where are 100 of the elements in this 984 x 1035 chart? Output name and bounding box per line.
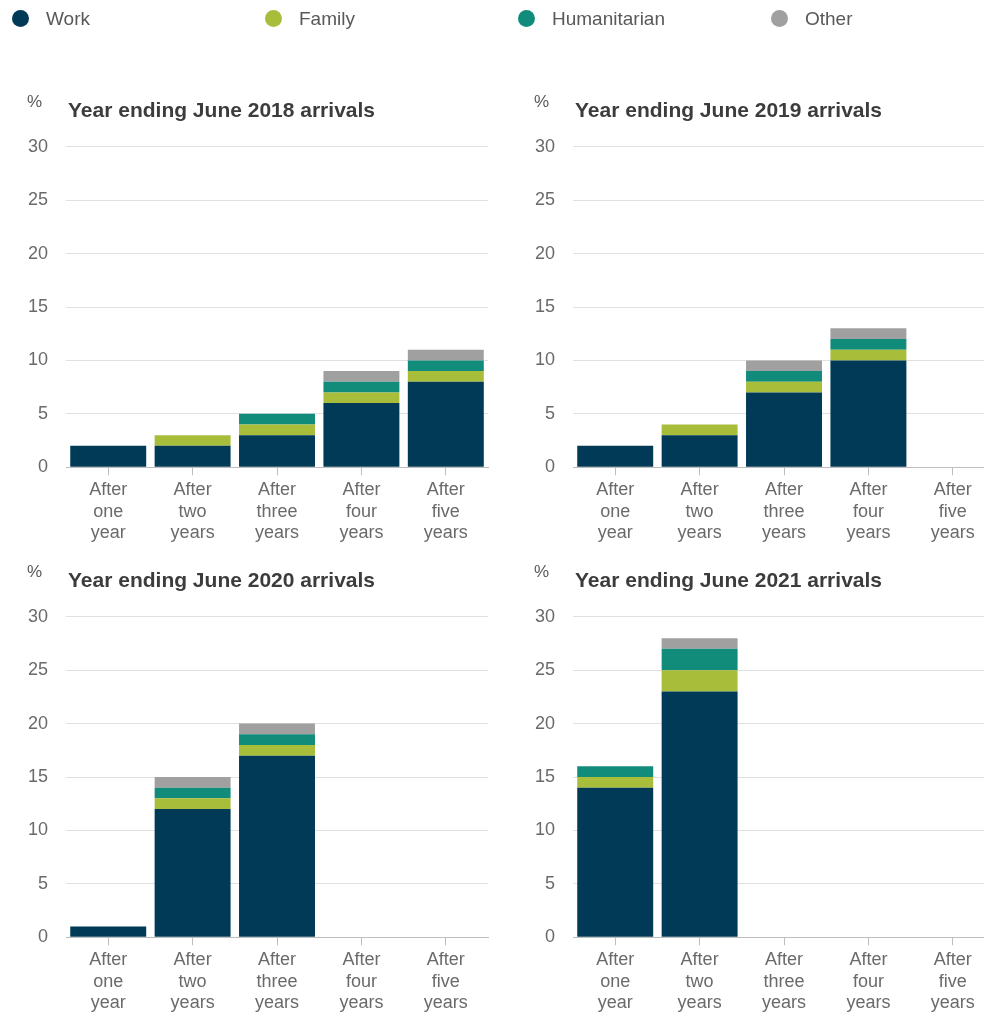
bar bbox=[407, 381, 484, 467]
x-tick-label: After five years bbox=[930, 478, 975, 543]
legend-label: Humanitarian bbox=[552, 8, 665, 29]
bar bbox=[154, 445, 231, 467]
bar bbox=[70, 926, 147, 937]
bar bbox=[407, 360, 484, 372]
y-tick-label: 20 bbox=[534, 712, 556, 733]
y-tick-label: 5 bbox=[38, 402, 49, 423]
y-tick-label: 30 bbox=[534, 605, 556, 626]
bar bbox=[661, 435, 738, 467]
y-tick-label: 0 bbox=[38, 456, 49, 477]
bar bbox=[661, 638, 738, 649]
bar bbox=[407, 371, 484, 382]
legend-label: Family bbox=[299, 8, 355, 29]
bar bbox=[830, 349, 907, 361]
bar bbox=[154, 787, 231, 799]
bar bbox=[407, 349, 484, 361]
bar bbox=[70, 445, 147, 467]
bar bbox=[746, 392, 822, 467]
legend-label: Work bbox=[46, 8, 90, 29]
y-tick-label: 30 bbox=[27, 135, 49, 156]
bar bbox=[239, 424, 315, 436]
y-tick-label: 10 bbox=[534, 349, 556, 370]
y-axis-title: % bbox=[534, 562, 550, 582]
chart-title: Year ending June 2018 arrivals bbox=[68, 98, 376, 122]
y-tick-label: 25 bbox=[534, 189, 556, 210]
y-axis-title: % bbox=[534, 92, 550, 112]
bar bbox=[577, 445, 654, 467]
x-tick-label: After one year bbox=[596, 948, 635, 1013]
bar bbox=[577, 766, 654, 777]
bar bbox=[661, 691, 738, 937]
bar bbox=[323, 392, 400, 404]
bar bbox=[661, 670, 738, 692]
x-tick-label: After three years bbox=[255, 948, 300, 1013]
bar bbox=[239, 734, 315, 745]
y-axis-title: % bbox=[27, 562, 43, 582]
bar bbox=[746, 381, 822, 393]
y-tick-label: 15 bbox=[534, 295, 556, 316]
x-tick-label: After one year bbox=[596, 478, 635, 543]
y-tick-label: 10 bbox=[27, 819, 49, 840]
y-tick-label: 20 bbox=[27, 712, 49, 733]
y-axis-title: % bbox=[27, 92, 43, 112]
y-tick-label: 30 bbox=[534, 135, 556, 156]
bar bbox=[830, 328, 907, 340]
x-tick-label: After five years bbox=[423, 478, 468, 543]
bar bbox=[323, 371, 400, 382]
bar bbox=[577, 777, 654, 788]
x-tick-label: After three years bbox=[762, 948, 807, 1013]
x-tick-label: After four years bbox=[846, 948, 891, 1013]
bar bbox=[154, 777, 231, 788]
x-tick-label: After one year bbox=[89, 948, 128, 1013]
bar bbox=[661, 648, 738, 671]
chart-title: Year ending June 2021 arrivals bbox=[575, 568, 883, 592]
y-tick-label: 15 bbox=[27, 295, 49, 316]
x-tick-label: After two years bbox=[170, 478, 215, 543]
y-tick-label: 25 bbox=[534, 659, 556, 680]
y-tick-label: 15 bbox=[534, 765, 556, 786]
bar bbox=[239, 723, 315, 735]
legend-label: Other bbox=[805, 8, 853, 29]
bar bbox=[323, 381, 400, 393]
x-tick-label: After five years bbox=[930, 948, 975, 1013]
bar bbox=[746, 360, 822, 372]
y-tick-label: 30 bbox=[27, 605, 49, 626]
y-tick-label: 25 bbox=[27, 659, 49, 680]
bar bbox=[154, 809, 231, 937]
y-tick-label: 5 bbox=[545, 402, 556, 423]
x-tick-label: After three years bbox=[255, 478, 300, 543]
bar bbox=[239, 755, 315, 937]
x-tick-label: After five years bbox=[423, 948, 468, 1013]
x-tick-label: After one year bbox=[89, 478, 128, 543]
bar bbox=[239, 413, 315, 425]
x-tick-label: After four years bbox=[846, 478, 891, 543]
x-tick-label: After four years bbox=[339, 948, 384, 1013]
x-tick-label: After three years bbox=[762, 478, 807, 543]
x-tick-label: After two years bbox=[677, 948, 722, 1013]
bar bbox=[830, 339, 907, 350]
bar bbox=[830, 360, 907, 467]
bar bbox=[746, 371, 822, 382]
y-tick-label: 20 bbox=[27, 242, 49, 263]
chart-title: Year ending June 2019 arrivals bbox=[575, 98, 883, 122]
y-tick-label: 0 bbox=[38, 926, 49, 947]
y-tick-label: 10 bbox=[27, 349, 49, 370]
bar bbox=[239, 744, 315, 756]
bar bbox=[239, 435, 315, 467]
chart-title: Year ending June 2020 arrivals bbox=[68, 568, 376, 592]
y-tick-label: 5 bbox=[38, 872, 49, 893]
bar bbox=[154, 798, 231, 810]
bar bbox=[154, 435, 231, 446]
y-tick-label: 0 bbox=[545, 926, 556, 947]
bar bbox=[577, 787, 654, 937]
y-tick-label: 15 bbox=[27, 765, 49, 786]
y-tick-label: 0 bbox=[545, 456, 556, 477]
y-tick-label: 25 bbox=[27, 189, 49, 210]
y-tick-label: 5 bbox=[545, 872, 556, 893]
y-tick-label: 10 bbox=[534, 819, 556, 840]
x-tick-label: After two years bbox=[677, 478, 722, 543]
bar bbox=[661, 424, 738, 436]
x-tick-label: After four years bbox=[339, 478, 384, 543]
y-tick-label: 20 bbox=[534, 242, 556, 263]
bar bbox=[323, 403, 400, 467]
